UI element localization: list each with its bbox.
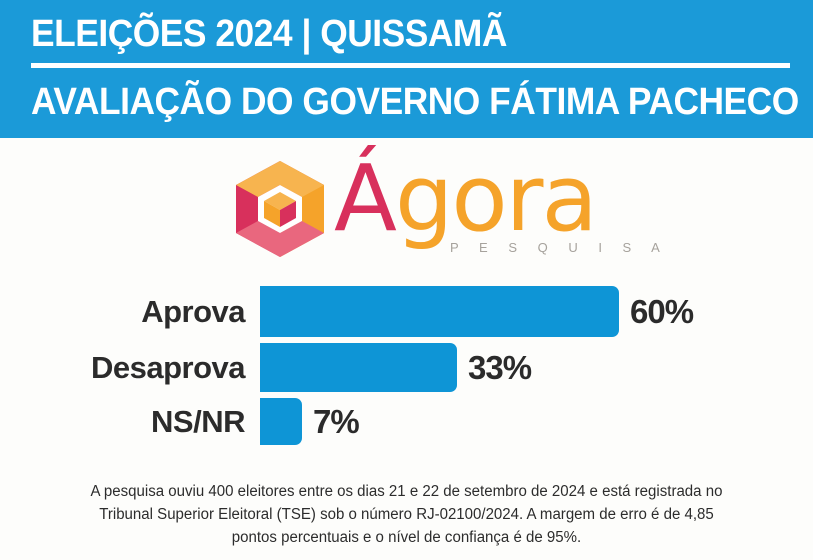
bar-row: Aprova 60% [0,286,813,337]
bar-category-label: Desaprova [90,349,246,385]
header-banner: ELEIÇÕES 2024 | QUISSAMÃ AVALIAÇÃO DO GO… [0,0,813,138]
header-title-line-1: ELEIÇÕES 2024 | QUISSAMÃ [31,13,507,55]
approval-bar-chart: Aprova 60% Desaprova 33% NS/NR 7% [0,282,813,452]
disclaimer-line-3: pontos percentuais e o nível de confianç… [231,529,582,546]
bar-label-shell: Desaprova [0,343,255,392]
logo-letter-a-accent: Á [334,145,397,252]
bar-category-label: Aprova [141,293,245,329]
logo-wordmark: Ágora [334,149,598,249]
bar-fill [260,343,457,392]
bar-fill [260,286,619,337]
disclaimer-line-2: Tribunal Superior Eleitoral (TSE) sob o … [99,506,714,523]
bar-value-label: 60% [630,292,694,330]
logo-subtitle-pesquisa: P E S Q U I S A [450,240,669,255]
bar-category-label: NS/NR [151,403,245,439]
disclaimer-line-1: A pesquisa ouviu 400 eleitores entre os … [90,483,723,500]
survey-disclaimer: A pesquisa ouviu 400 eleitores entre os … [12,480,801,549]
bar-row: Desaprova 33% [0,343,813,392]
bar-row: NS/NR 7% [0,398,813,445]
bar-fill [260,398,302,445]
logo-letters-gora: gora [394,145,598,252]
header-divider-rule [31,63,790,68]
agora-hexagon-cube-icon [232,159,328,259]
bar-label-shell: NS/NR [0,398,255,445]
bar-label-shell: Aprova [0,286,255,337]
header-title-line-2: AVALIAÇÃO DO GOVERNO FÁTIMA PACHECO [31,81,799,123]
bar-value-label: 33% [468,348,532,386]
bar-value-label: 7% [313,402,360,440]
agora-pesquisa-logo: Ágora P E S Q U I S A [232,149,660,265]
